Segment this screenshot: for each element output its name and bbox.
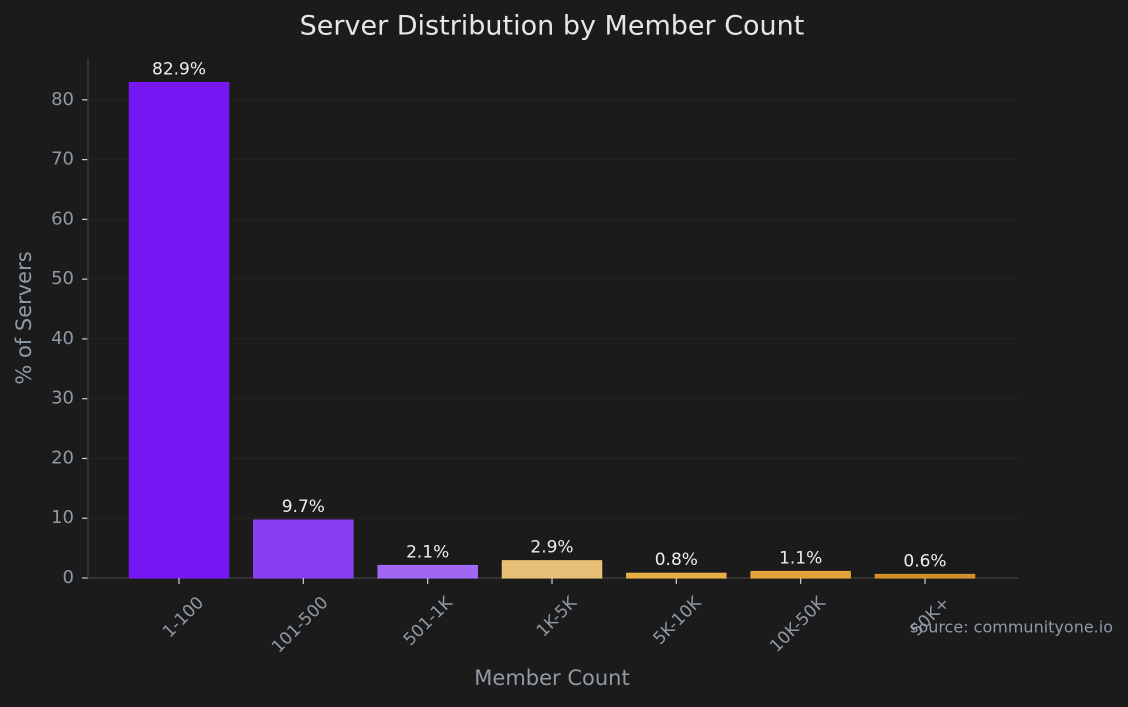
value-label: 1.1%: [779, 548, 822, 568]
y-tick-label: 0: [63, 567, 74, 588]
y-tick-label: 10: [51, 507, 74, 528]
bar: [626, 572, 727, 579]
y-tick-label: 70: [51, 149, 74, 170]
value-label: 9.7%: [282, 497, 325, 517]
y-tick-label: 20: [51, 447, 74, 468]
y-tick-label: 50: [51, 268, 74, 289]
y-tick-label: 30: [51, 388, 74, 409]
value-label: 0.6%: [903, 551, 946, 571]
value-label: 2.1%: [406, 542, 449, 562]
value-label: 82.9%: [152, 60, 206, 80]
bar: [501, 560, 603, 579]
value-label: 0.8%: [655, 550, 698, 570]
bar: [253, 519, 354, 579]
value-label: 2.9%: [530, 538, 573, 558]
bar: [874, 573, 976, 579]
x-axis-label: Member Count: [474, 666, 629, 690]
y-tick-label: 60: [51, 208, 74, 229]
y-tick-label: 80: [51, 89, 74, 110]
y-axis-label: % of Servers: [12, 251, 36, 384]
bar: [128, 82, 230, 579]
chart-title: Server Distribution by Member Count: [300, 11, 805, 42]
bar: [377, 564, 478, 579]
y-tick-label: 40: [51, 328, 74, 349]
source-annotation: source: communityone.io: [910, 618, 1113, 637]
bar: [750, 570, 851, 579]
